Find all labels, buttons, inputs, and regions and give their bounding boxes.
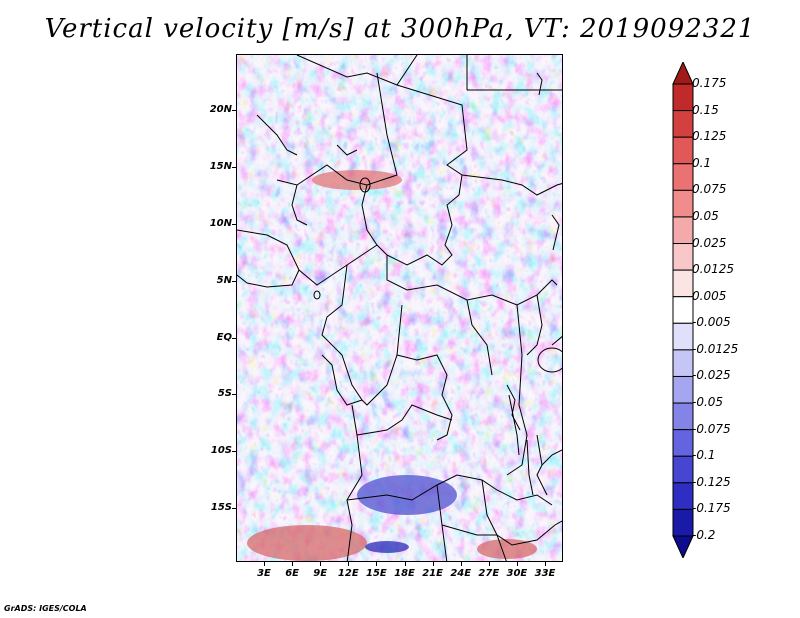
lon-tick-mark	[488, 562, 490, 566]
colorbar-swatch	[672, 349, 694, 377]
lon-tick-mark	[404, 562, 406, 566]
lat-tick-mark	[232, 281, 236, 282]
lon-tick-mark	[292, 562, 294, 566]
lat-tick-mark	[232, 224, 236, 225]
strong-anomalies	[247, 170, 537, 561]
lon-tick-label: 6E	[285, 568, 299, 579]
colorbar-swatch	[672, 83, 694, 112]
map-panel	[236, 54, 563, 562]
lat-tick-label: 5N	[216, 275, 232, 286]
colorbar-swatch	[672, 136, 694, 165]
colorbar-label: 0.0125	[692, 262, 734, 277]
colorbar-label: -0.2	[692, 528, 716, 542]
colorbar-label: 0.1	[692, 155, 712, 170]
colorbar-swatch	[672, 375, 694, 404]
colorbar-swatch	[672, 508, 694, 537]
lat-tick-label: 15N	[209, 161, 232, 172]
colorbar-swatch	[672, 455, 694, 484]
lon-tick-label: 12E	[337, 568, 359, 579]
colorbar-swatch	[672, 296, 694, 324]
lon-tick-mark	[320, 562, 322, 566]
lat-tick-mark	[232, 110, 236, 111]
lat-tick-mark	[232, 394, 236, 395]
lat-tick-mark	[232, 451, 236, 452]
colorbar-label: 0.125	[692, 129, 727, 144]
colorbar-label: 0.075	[692, 182, 727, 197]
colorbar-swatch	[672, 269, 694, 298]
colorbar-swatch	[672, 189, 694, 218]
lon-tick-mark	[376, 562, 378, 566]
colorbar-swatch	[672, 110, 694, 138]
lon-tick-mark	[264, 562, 265, 566]
colorbar-label: -0.05	[692, 395, 724, 410]
lat-tick-mark	[232, 167, 236, 168]
colorbar-swatch	[672, 243, 694, 271]
colorbar-swatch	[672, 429, 694, 457]
colorbar-label: 0.15	[692, 102, 719, 117]
colorbar-bottom-arrow	[672, 535, 694, 558]
lon-tick-mark	[460, 562, 462, 566]
lon-tick-mark	[516, 562, 518, 566]
lat-tick-label: 15S	[210, 502, 232, 513]
colorbar-label: 0.175	[692, 76, 727, 90]
colorbar-top-arrow	[672, 62, 694, 85]
lat-tick-label: 5S	[217, 388, 232, 399]
lon-tick-label: 15E	[366, 568, 387, 579]
lon-tick-label: 3E	[257, 568, 271, 579]
country-borders	[237, 55, 562, 561]
lat-tick-label: 10S	[210, 445, 232, 456]
lat-tick-mark	[232, 508, 236, 509]
lon-tick-label: 24E	[450, 568, 472, 579]
colorbar-swatch	[672, 402, 694, 431]
lon-tick-label: 30E	[506, 568, 528, 579]
lat-tick-label: 20N	[209, 104, 232, 115]
colorbar-swatch	[672, 482, 694, 510]
colorbar-label: -0.1	[692, 448, 716, 463]
credit-text: GrADS: IGES/COLA	[4, 604, 87, 613]
colorbar	[672, 62, 694, 558]
colorbar-label: 0.05	[692, 208, 719, 223]
lat-tick-mark	[232, 338, 236, 339]
lakes	[313, 72, 562, 496]
lat-tick-label: 10N	[209, 218, 232, 229]
colorbar-label: -0.175	[692, 501, 731, 516]
colorbar-label: 0.005	[692, 288, 727, 303]
chart-title: Vertical velocity [m/s] at 300hPa, VT: 2…	[44, 14, 756, 44]
colorbar-label: 0.025	[692, 235, 727, 250]
lat-tick-label: EQ	[216, 332, 232, 343]
vertical-velocity-field	[237, 55, 562, 561]
colorbar-label: -0.075	[692, 421, 731, 436]
colorbar-swatch	[672, 322, 694, 351]
colorbar-swatch	[672, 163, 694, 191]
lon-tick-label: 21E	[422, 568, 443, 579]
lon-tick-label: 18E	[394, 568, 415, 579]
lon-tick-mark	[545, 562, 546, 566]
colorbar-swatch	[672, 216, 694, 245]
colorbar-label: -0.125	[692, 474, 731, 489]
colorbar-label: -0.025	[692, 368, 731, 383]
lon-tick-label: 9E	[313, 568, 328, 579]
lon-tick-label: 33E	[534, 568, 556, 579]
lon-tick-mark	[432, 562, 434, 566]
colorbar-label: -0.005	[692, 315, 731, 330]
colorbar-label: -0.0125	[692, 341, 739, 356]
lon-tick-label: 27E	[478, 568, 500, 579]
lon-tick-mark	[348, 562, 350, 566]
